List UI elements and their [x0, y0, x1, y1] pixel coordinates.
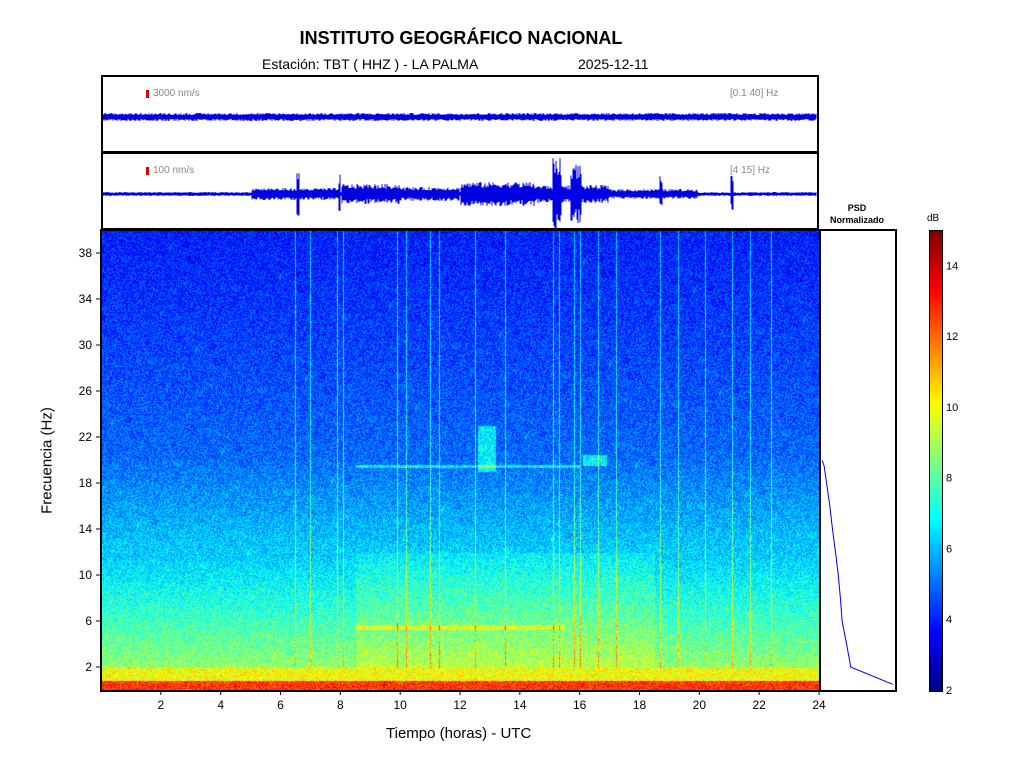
- y-tick-label: 6: [85, 614, 92, 628]
- psd-panel: [819, 229, 897, 692]
- amplitude-scale-marker: [146, 167, 149, 175]
- colorbar-unit: dB: [927, 213, 940, 224]
- x-tick-label: 14: [513, 698, 527, 712]
- colorbar: [929, 230, 943, 692]
- colorbar-tick-label: 10: [946, 402, 958, 414]
- page-title: INSTITUTO GEOGRÁFICO NACIONAL: [299, 28, 623, 48]
- psd-title: PSD Normalizado: [815, 202, 899, 226]
- psd-curve: [821, 460, 893, 685]
- waveform-filtered-panel: 100 nm/s [4 15] Hz: [101, 152, 819, 230]
- y-tick-label: 38: [79, 246, 93, 260]
- amplitude-scale-marker: [146, 90, 149, 98]
- x-tick-label: 24: [812, 698, 826, 712]
- x-tick-label: 16: [573, 698, 587, 712]
- filter-band-label: [4 15] Hz: [730, 165, 771, 176]
- x-tick-label: 6: [277, 698, 284, 712]
- station-label: Estación: TBT ( HHZ ) - LA PALMA: [262, 56, 479, 72]
- x-tick-label: 8: [337, 698, 344, 712]
- colorbar-tick-label: 8: [946, 473, 952, 485]
- waveform-broadband-panel: 3000 nm/s [0.1 40] Hz: [101, 75, 819, 153]
- colorbar-tick-label: 2: [946, 685, 952, 697]
- y-tick-label: 30: [79, 338, 93, 352]
- y-tick-label: 18: [79, 476, 93, 490]
- y-axis-title: Frecuencia (Hz): [38, 407, 56, 514]
- x-tick-label: 2: [157, 698, 164, 712]
- psd-title-line2: Normalizado: [829, 215, 884, 225]
- spectrogram-heatmap: [101, 230, 819, 690]
- waveform-path: [103, 158, 817, 228]
- y-tick-label: 22: [79, 430, 93, 444]
- waveform-filtered-trace: [103, 158, 817, 228]
- y-tick-label: 26: [79, 384, 93, 398]
- y-tick-label: 10: [79, 568, 93, 582]
- y-tick-label: 34: [79, 292, 93, 306]
- x-tick-label: 10: [393, 698, 407, 712]
- x-axis-title: Tiempo (horas) - UTC: [386, 725, 532, 742]
- x-tick-label: 12: [453, 698, 467, 712]
- colorbar-tick-label: 14: [946, 260, 958, 272]
- y-tick-label: 14: [79, 522, 93, 536]
- colorbar-tick-label: 4: [946, 614, 952, 626]
- psd-title-line1: PSD: [847, 203, 867, 213]
- date-label: 2025-12-11: [578, 56, 649, 72]
- psd-line: [821, 460, 893, 685]
- colorbar-tick-label: 6: [946, 543, 952, 555]
- waveform-path: [103, 113, 817, 121]
- x-tick-label: 18: [633, 698, 647, 712]
- x-tick-label: 20: [693, 698, 707, 712]
- x-tick-label: 4: [217, 698, 224, 712]
- amplitude-scale-label: 100 nm/s: [153, 165, 195, 176]
- filter-band-label: [0.1 40] Hz: [730, 88, 779, 99]
- waveform-broadband-trace: [103, 113, 817, 121]
- y-tick-label: 2: [85, 660, 92, 674]
- colorbar-tick-label: 12: [946, 331, 958, 343]
- amplitude-scale-label: 3000 nm/s: [153, 88, 200, 99]
- x-tick-label: 22: [752, 698, 766, 712]
